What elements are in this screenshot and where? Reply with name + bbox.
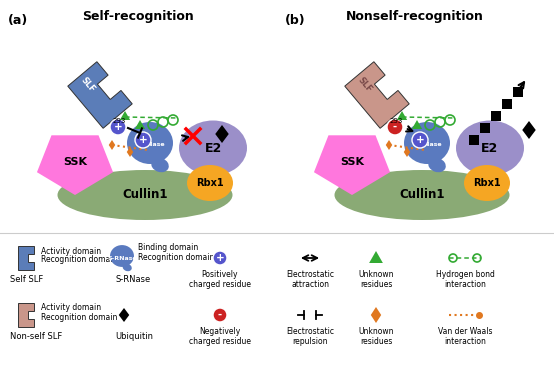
Text: SSK: SSK bbox=[63, 157, 87, 167]
Text: Cullin1: Cullin1 bbox=[122, 188, 168, 201]
Text: Nonself-recognition: Nonself-recognition bbox=[346, 10, 484, 23]
Text: -: - bbox=[218, 310, 222, 320]
Polygon shape bbox=[68, 62, 132, 128]
Text: 293: 293 bbox=[113, 118, 126, 124]
Text: S-RNase: S-RNase bbox=[107, 256, 137, 261]
Text: +: + bbox=[416, 135, 424, 145]
Text: Ubiquitin: Ubiquitin bbox=[115, 332, 153, 341]
Text: 293: 293 bbox=[390, 118, 403, 124]
Polygon shape bbox=[369, 251, 383, 263]
Ellipse shape bbox=[151, 158, 169, 172]
Polygon shape bbox=[314, 135, 390, 195]
Text: Van der Waals
interaction: Van der Waals interaction bbox=[438, 327, 493, 346]
Polygon shape bbox=[18, 247, 34, 270]
Ellipse shape bbox=[428, 158, 446, 172]
Bar bbox=[480, 123, 490, 133]
Text: (b): (b) bbox=[285, 14, 306, 27]
Polygon shape bbox=[109, 140, 115, 150]
Bar bbox=[513, 87, 523, 97]
Ellipse shape bbox=[127, 122, 173, 164]
Polygon shape bbox=[120, 111, 130, 120]
Text: Hydrogen bond
interaction: Hydrogen bond interaction bbox=[435, 270, 494, 290]
Bar bbox=[469, 135, 479, 145]
Polygon shape bbox=[345, 62, 409, 128]
Text: Non-self SLF: Non-self SLF bbox=[10, 332, 62, 341]
Text: Activity domain: Activity domain bbox=[41, 303, 101, 313]
Text: Positively
charged residue: Positively charged residue bbox=[189, 270, 251, 290]
Text: E2: E2 bbox=[204, 141, 222, 155]
Text: Unknown
residues: Unknown residues bbox=[358, 327, 394, 346]
Text: Recognition domain: Recognition domain bbox=[41, 313, 117, 322]
Polygon shape bbox=[386, 140, 392, 150]
Text: Binding domain: Binding domain bbox=[138, 244, 198, 253]
Text: +: + bbox=[138, 135, 147, 145]
Circle shape bbox=[412, 132, 428, 148]
Text: Negatively
charged residue: Negatively charged residue bbox=[189, 327, 251, 346]
Polygon shape bbox=[216, 125, 229, 143]
Ellipse shape bbox=[122, 264, 132, 271]
Ellipse shape bbox=[110, 245, 134, 267]
Text: E2: E2 bbox=[481, 141, 499, 155]
Polygon shape bbox=[404, 147, 411, 157]
Text: Self SLF: Self SLF bbox=[10, 275, 43, 284]
Circle shape bbox=[135, 132, 151, 148]
Polygon shape bbox=[135, 120, 145, 129]
Polygon shape bbox=[127, 147, 134, 157]
Text: Recognition domain: Recognition domain bbox=[41, 256, 117, 265]
Polygon shape bbox=[119, 308, 129, 322]
Text: +: + bbox=[114, 122, 122, 132]
Polygon shape bbox=[371, 307, 381, 323]
Text: +: + bbox=[216, 253, 224, 263]
Circle shape bbox=[387, 119, 403, 135]
Text: S-RNase: S-RNase bbox=[412, 143, 442, 147]
Text: Rbx1: Rbx1 bbox=[473, 178, 501, 188]
Text: (a): (a) bbox=[8, 14, 28, 27]
Text: SLF: SLF bbox=[79, 76, 97, 94]
Ellipse shape bbox=[58, 170, 233, 220]
Ellipse shape bbox=[179, 121, 247, 176]
Text: Recognition domain: Recognition domain bbox=[138, 253, 214, 262]
Text: -: - bbox=[393, 122, 397, 132]
Text: Self-recognition: Self-recognition bbox=[82, 10, 194, 23]
Polygon shape bbox=[412, 120, 422, 129]
Text: Electrostatic
attraction: Electrostatic attraction bbox=[286, 270, 334, 290]
Bar bbox=[491, 111, 501, 121]
Ellipse shape bbox=[187, 165, 233, 201]
Bar bbox=[502, 99, 512, 109]
Polygon shape bbox=[522, 121, 536, 139]
Circle shape bbox=[213, 308, 227, 322]
Text: S-RNase: S-RNase bbox=[135, 143, 165, 147]
Text: SLF: SLF bbox=[356, 76, 374, 94]
Text: Cullin1: Cullin1 bbox=[399, 188, 445, 201]
Polygon shape bbox=[18, 303, 34, 326]
Polygon shape bbox=[37, 135, 113, 195]
Text: Activity domain: Activity domain bbox=[41, 247, 101, 256]
Ellipse shape bbox=[335, 170, 510, 220]
Text: SSK: SSK bbox=[340, 157, 364, 167]
Text: Unknown
residues: Unknown residues bbox=[358, 270, 394, 290]
Text: S-RNase: S-RNase bbox=[115, 275, 150, 284]
Circle shape bbox=[110, 119, 126, 135]
Ellipse shape bbox=[404, 122, 450, 164]
Text: Rbx1: Rbx1 bbox=[196, 178, 224, 188]
Ellipse shape bbox=[464, 165, 510, 201]
Text: Electrostatic
repulsion: Electrostatic repulsion bbox=[286, 327, 334, 346]
Polygon shape bbox=[397, 111, 407, 120]
Ellipse shape bbox=[456, 121, 524, 176]
Circle shape bbox=[213, 251, 227, 265]
